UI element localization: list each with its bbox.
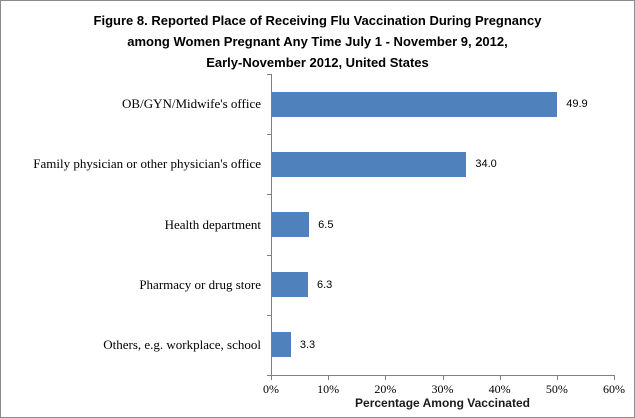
x-tick-label: 30% [431, 382, 454, 396]
value-label: 49.9 [566, 98, 588, 111]
y-axis-tick [267, 74, 271, 75]
x-tick-label: 10% [317, 382, 340, 396]
x-tick-label: 50% [545, 382, 568, 396]
y-axis-tick [267, 375, 271, 376]
x-tick-label: 20% [374, 382, 397, 396]
category-label: Pharmacy or drug store [139, 276, 261, 292]
bar [272, 91, 558, 117]
y-axis-tick [267, 194, 271, 196]
bar [272, 151, 467, 177]
value-label: 34.0 [475, 158, 497, 171]
y-axis-tick [267, 254, 271, 256]
chart-title-line-2: among Women Pregnant Any Time July 1 - N… [127, 34, 508, 49]
bar [272, 212, 310, 237]
bar [272, 272, 308, 298]
chart-title-line-1: Figure 8. Reported Place of Receiving Fl… [93, 13, 542, 28]
x-axis-tick [442, 376, 444, 380]
category-label: Health department [164, 216, 261, 232]
chart-title: Figure 8. Reported Place of Receiving Fl… [1, 10, 634, 73]
y-axis-tick [267, 134, 271, 136]
plot-area [271, 74, 615, 376]
x-tick-label: 60% [603, 382, 625, 396]
x-axis-tick [614, 376, 615, 380]
category-label: Family physician or other physician's of… [33, 156, 261, 172]
value-label: 6.3 [317, 278, 333, 291]
x-axis-tick [271, 376, 272, 380]
x-axis-tick [556, 376, 558, 380]
x-axis-title: Percentage Among Vaccinated [355, 396, 530, 410]
category-label: OB/GYN/Midwife's office [122, 96, 261, 112]
chart-title-line-3: Early-November 2012, United States [206, 55, 429, 70]
x-axis-tick [328, 376, 330, 380]
category-label: Others, e.g. workplace, school [103, 336, 261, 352]
bar [272, 332, 291, 358]
value-label: 3.3 [299, 338, 316, 351]
x-tick-label: 40% [488, 382, 511, 396]
value-label: 6.5 [318, 218, 334, 231]
x-axis-tick [499, 376, 501, 380]
y-axis-tick [267, 314, 271, 316]
x-tick-label: 0% [263, 382, 279, 396]
x-axis-tick [385, 376, 387, 380]
